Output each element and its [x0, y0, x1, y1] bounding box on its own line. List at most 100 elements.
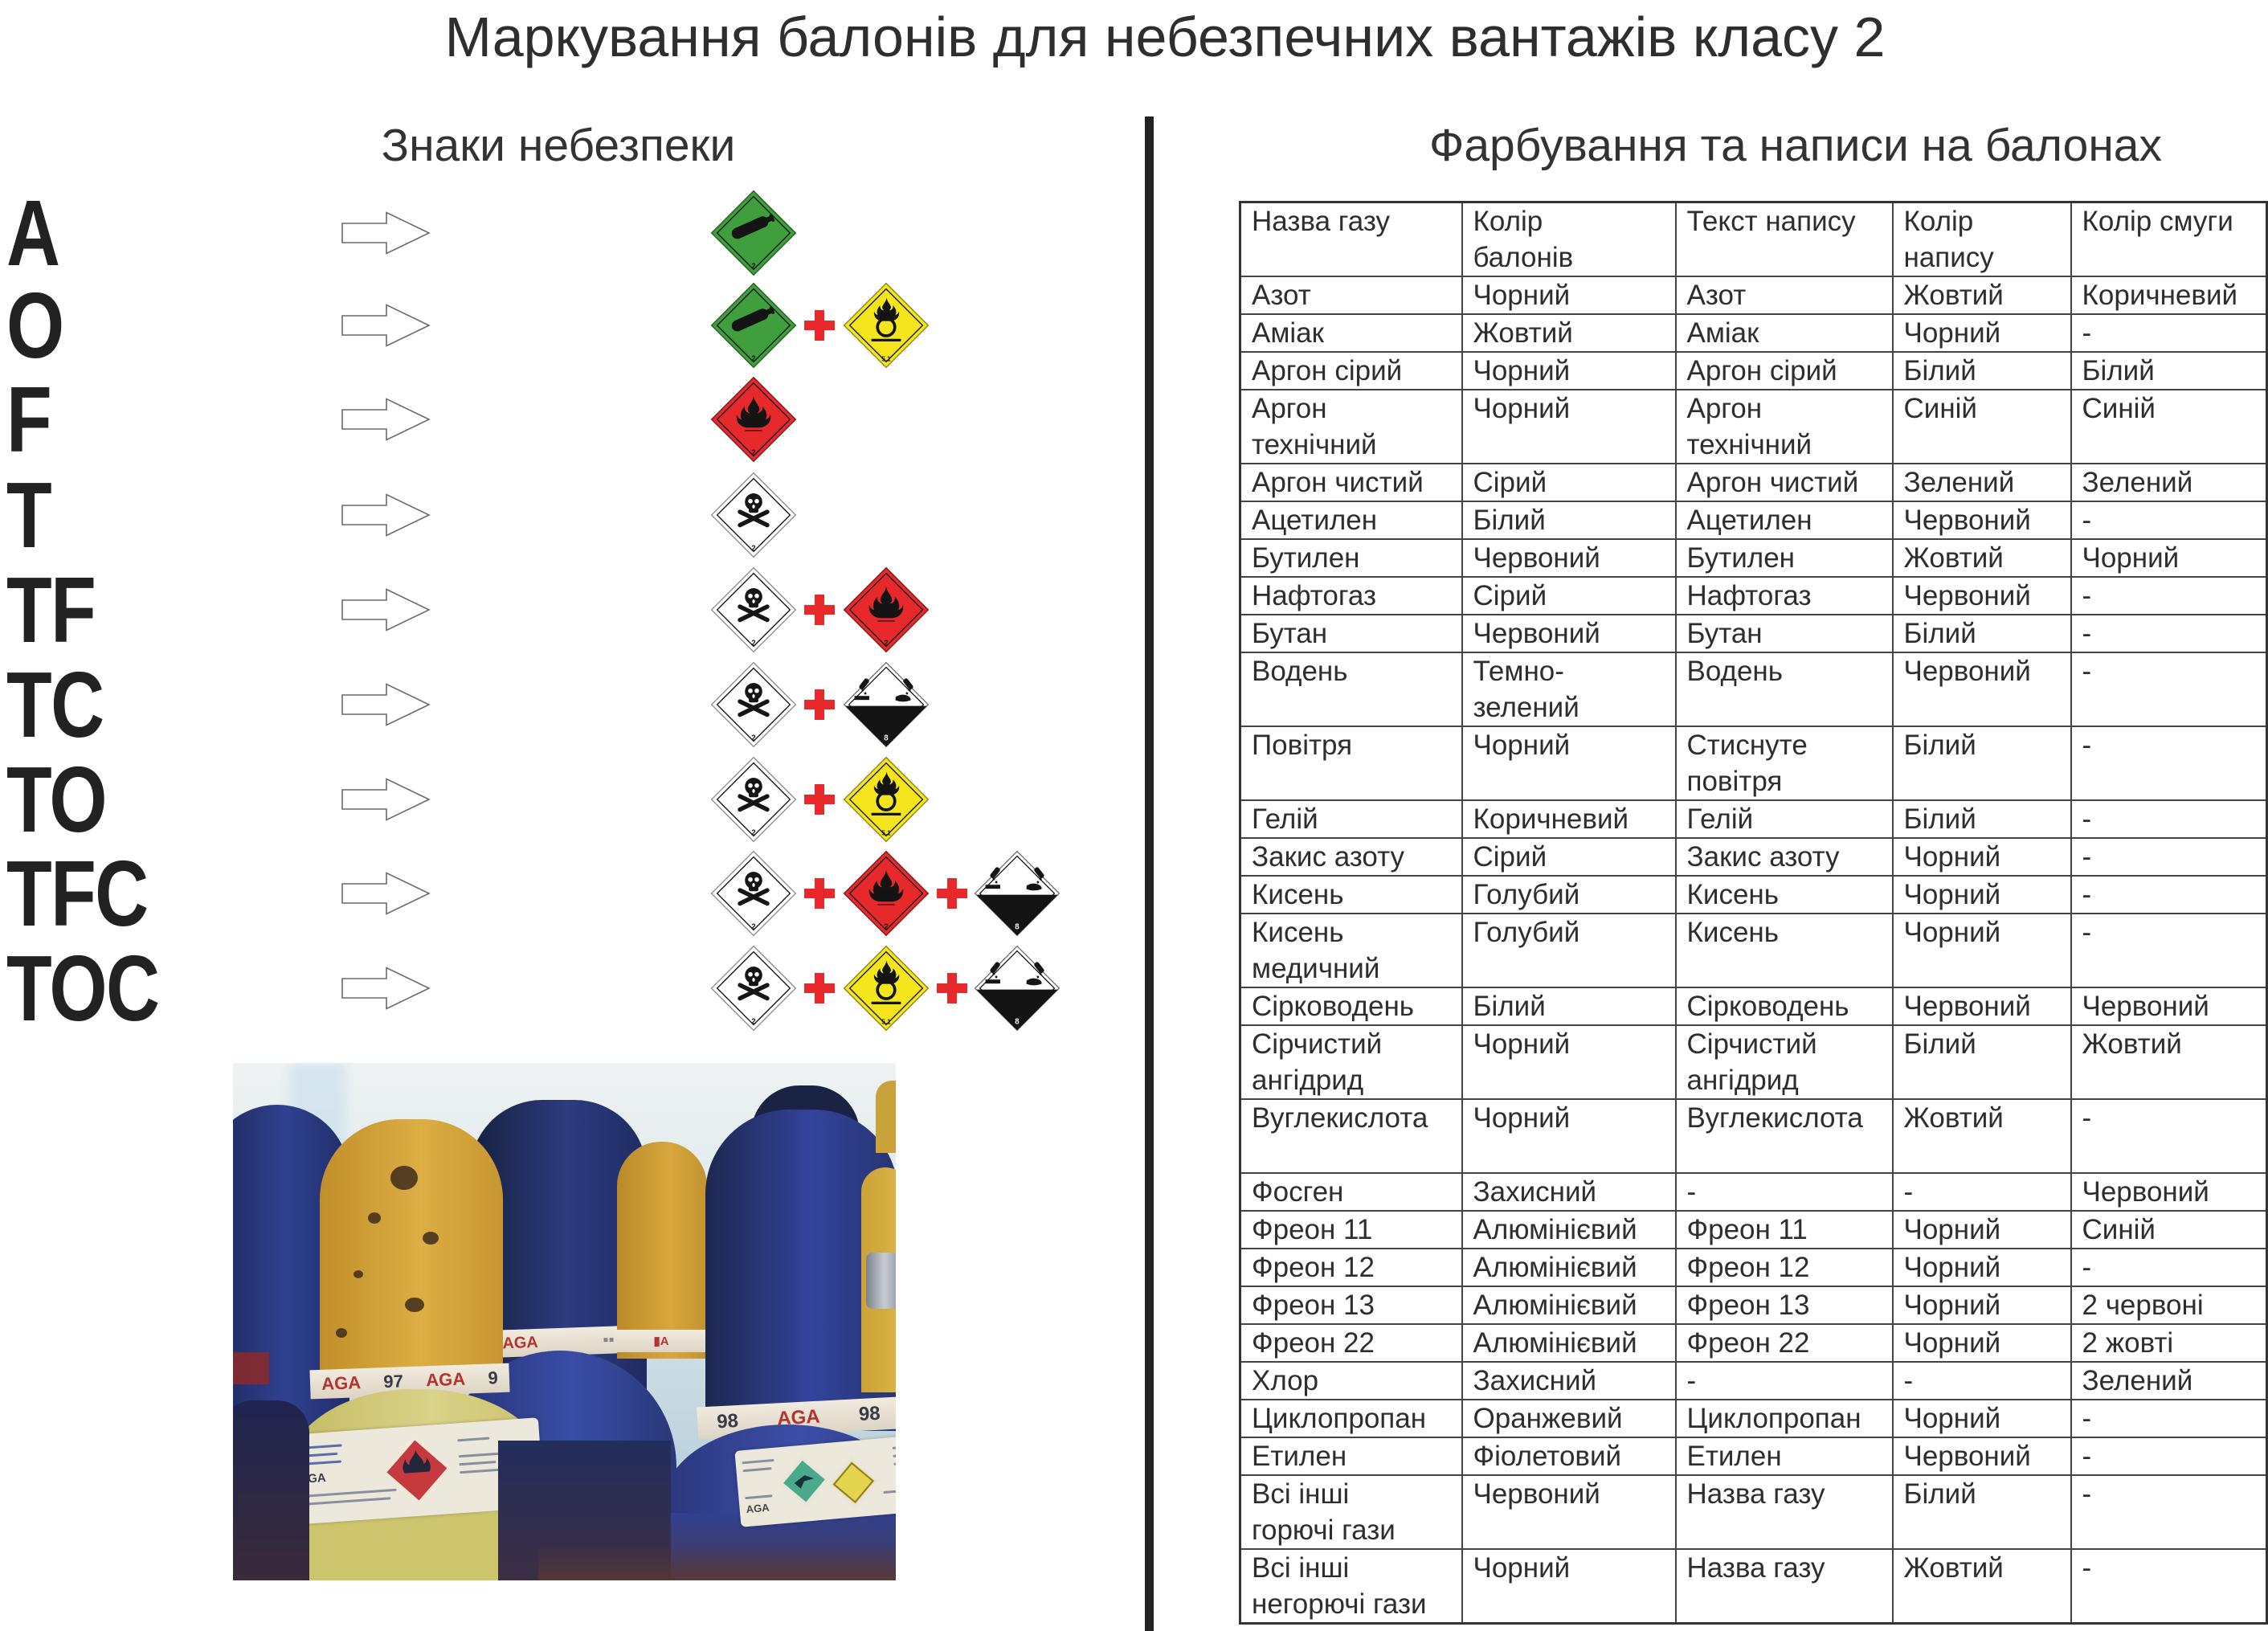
gas-cylinder-icon — [731, 214, 775, 239]
mini-red-diamond-sticker — [380, 1433, 454, 1507]
table-cell: Водень — [1239, 652, 1463, 727]
photo-label-right: AGA — [734, 1433, 896, 1527]
table-cell: Фреон 13 — [1239, 1286, 1463, 1325]
corrosion-icon — [985, 962, 1044, 986]
placard-class-number: 2 — [751, 828, 756, 837]
table-row: Сірчистий ангідрид Чорний Сірчистий ангідр… — [1239, 1024, 2268, 1100]
table-cell: Жовтий — [1891, 276, 2072, 315]
table-cell: Циклопропан — [1239, 1399, 1463, 1438]
table-cell: Кисень — [1674, 913, 1894, 988]
table-cell: - — [2070, 726, 2268, 801]
photo-cylinder-ochre-back — [617, 1142, 707, 1359]
table-cell: Голубий — [1461, 875, 1677, 914]
table-cell: Коричневий — [1461, 799, 1677, 839]
table-cell: Аргон сірий — [1674, 351, 1894, 390]
photo-red-patch — [233, 1352, 269, 1384]
table-cell: Чорний — [1891, 1323, 2072, 1363]
skull-crossbones-icon — [738, 493, 770, 528]
table-cell: Червоний — [1891, 576, 2072, 615]
table-cell: - — [2070, 1399, 2268, 1438]
placard-class-number: 5.1 — [881, 829, 891, 836]
table-cell: - — [2070, 313, 2268, 353]
table-cell: Аміак — [1239, 313, 1463, 353]
table-cell: Фреон 12 — [1674, 1248, 1894, 1287]
table-cell: Білий — [1891, 799, 2072, 839]
photo-cylinder-dark-front-left — [233, 1400, 309, 1580]
rust-speck — [336, 1328, 347, 1338]
table-cell: Бутан — [1239, 614, 1463, 653]
table-cell: Чорний — [1461, 389, 1677, 464]
table-cell: Кисень медичний — [1239, 913, 1463, 988]
oxidizer-placard: 5.1 — [843, 756, 930, 843]
label-text-line — [745, 1494, 773, 1500]
hazard-letter: F — [6, 367, 52, 472]
table-cell: Жовтий — [2070, 1024, 2268, 1100]
hazard-row-TOC: TOC 2 — [0, 936, 1141, 1040]
label-text-line — [458, 1452, 501, 1458]
table-cell: Алюмінієвий — [1461, 1210, 1677, 1249]
arrow-icon — [341, 683, 431, 726]
column-header: Назва газу — [1239, 201, 1463, 277]
table-cell: Водень — [1674, 652, 1894, 727]
table-cell: Червоний — [1891, 987, 2072, 1026]
table-cell: Гелій — [1674, 799, 1894, 839]
table-cell: - — [2070, 501, 2268, 540]
table-cell: Чорний — [1461, 351, 1677, 390]
placard-class-number: 2 — [751, 922, 756, 931]
plus-icon — [804, 689, 835, 720]
table-cell: - — [2070, 1437, 2268, 1476]
cylinders-photo: AGA ▪▪ ▮A 98 AGA 98 AGA — [233, 1063, 896, 1580]
table-cell: Всі інші горючі гази — [1239, 1474, 1463, 1550]
hazard-letter: T — [6, 463, 52, 567]
hazard-letter: TO — [6, 747, 108, 852]
table-row: Етилен Фіолетовий Етилен Червоний - — [1239, 1437, 2268, 1476]
table-cell: - — [1891, 1361, 2072, 1400]
photo-collar-right-num1: 98 — [716, 1409, 739, 1433]
arrow-icon — [341, 967, 431, 1010]
table-cell: Червоний — [1891, 1437, 2072, 1476]
table-row: Гелій Коричневий Гелій Білий - — [1239, 799, 2268, 839]
corrosive-placard: 8 — [974, 850, 1060, 937]
table-row: Фреон 12 Алюмінієвий Фреон 12 Чорний - — [1239, 1248, 2268, 1287]
label-text-line — [300, 1497, 391, 1506]
table-row: Аргон технічний Чорний Аргон технічний Сині… — [1239, 389, 2268, 464]
placard-class-number: 2 — [884, 922, 889, 931]
toxic-placard: 2 — [710, 661, 797, 748]
table-row: Аміак Жовтий Аміак Чорний - — [1239, 313, 2268, 353]
placard-class-number: 2 — [751, 1017, 756, 1026]
table-header-row: Назва газу Колір балонів Текст напису Колір… — [1239, 201, 2268, 277]
corrosion-icon — [985, 867, 1044, 891]
plus-icon — [804, 595, 835, 625]
table-cell: Аргон технічний — [1239, 389, 1463, 464]
table-cell: Сірий — [1461, 837, 1677, 877]
label-text-line — [742, 1467, 772, 1473]
photo-cylinder-yellow-front-neck — [320, 1119, 503, 1384]
table-cell: - — [2070, 1248, 2268, 1287]
table-cell: Червоний — [2070, 987, 2268, 1026]
hazard-row-O: O 2 — [0, 273, 1141, 378]
table-cell: Жовтий — [1891, 1548, 2072, 1625]
table-row: Фосген Захисний - - Червоний — [1239, 1172, 2268, 1212]
table-cell: Аргон чистий — [1239, 463, 1463, 502]
label-text-line — [457, 1437, 490, 1442]
table-cell: Синій — [2070, 1210, 2268, 1249]
table-cell: Червоний — [1891, 652, 2072, 727]
table-cell: Захисний — [1461, 1172, 1677, 1212]
table-row: Аргон сірий Чорний Аргон сірий Білий Білий — [1239, 351, 2268, 390]
table-cell: - — [2070, 1474, 2268, 1550]
photo-collar-ochre-mark: ▮A — [653, 1335, 669, 1348]
table-cell: - — [2070, 1548, 2268, 1625]
table-cell: Кисень — [1239, 875, 1463, 914]
placard-class-number: 8 — [1015, 922, 1020, 931]
table-cell: Бутилен — [1239, 538, 1463, 578]
photo-label-brand-right: AGA — [746, 1501, 770, 1516]
table-cell: Голубий — [1461, 913, 1677, 988]
corrosive-placard: 8 — [974, 945, 1060, 1032]
right-section-header: Фарбування та написи на балонах — [1428, 120, 2163, 171]
table-cell: Жовтий — [1891, 538, 2072, 578]
table-cell: Захисний — [1461, 1361, 1677, 1400]
table-cell: Етилен — [1239, 1437, 1463, 1476]
flame-icon — [868, 586, 904, 622]
hazard-row-TF: TF 2 — [0, 558, 1141, 662]
table-cell: Азот — [1239, 276, 1463, 315]
